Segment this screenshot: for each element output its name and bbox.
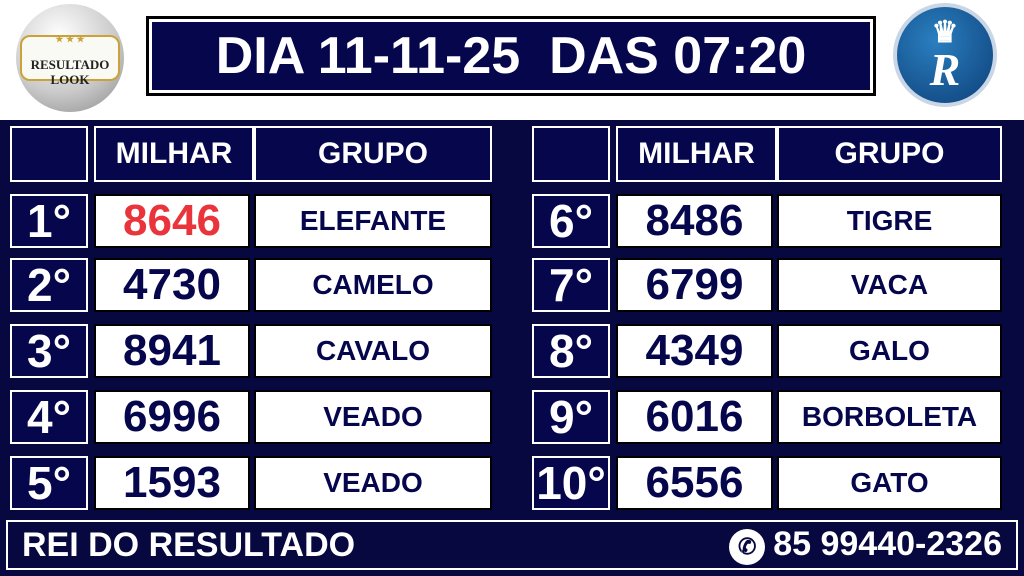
stars-icon: ★ ★ ★	[55, 34, 85, 44]
header-grupo: GRUPO	[254, 126, 492, 182]
title-text: DIA 11-11-25 DAS 07:20	[152, 22, 870, 90]
grupo-value: VEADO	[254, 456, 492, 510]
footer-brand: REI DO RESULTADO	[22, 525, 356, 564]
rank-label: 2°	[10, 258, 88, 312]
header-rank-blank	[10, 126, 88, 182]
header-grupo: GRUPO	[777, 126, 1002, 182]
logo-letter: R	[929, 44, 961, 95]
rank-label: 9°	[532, 390, 610, 444]
milhar-value: 6799	[616, 258, 773, 312]
header-milhar: MILHAR	[616, 126, 777, 182]
resultado-look-logo: RESULTADO LOOK ★ ★ ★	[16, 4, 124, 112]
milhar-value: 8941	[94, 324, 250, 378]
grupo-value: CAVALO	[254, 324, 492, 378]
grupo-value: VACA	[777, 258, 1002, 312]
grupo-value: ELEFANTE	[254, 194, 492, 248]
grupo-value: VEADO	[254, 390, 492, 444]
milhar-value: 1593	[94, 456, 250, 510]
rank-label: 7°	[532, 258, 610, 312]
milhar-value: 8646	[94, 194, 250, 248]
milhar-value: 6556	[616, 456, 773, 510]
rank-label: 5°	[10, 456, 88, 510]
header-rank-blank	[532, 126, 610, 182]
grupo-value: GALO	[777, 324, 1002, 378]
grupo-value: TIGRE	[777, 194, 1002, 248]
grupo-value: BORBOLETA	[777, 390, 1002, 444]
whatsapp-icon: ✆	[729, 528, 766, 565]
grupo-value: GATO	[777, 456, 1002, 510]
milhar-value: 4349	[616, 324, 773, 378]
rank-label: 1°	[10, 194, 88, 248]
rank-label: 3°	[10, 324, 88, 378]
milhar-value: 4730	[94, 258, 250, 312]
rei-logo: ♛ R	[893, 3, 997, 107]
rank-label: 8°	[532, 324, 610, 378]
grupo-value: CAMELO	[254, 258, 492, 312]
page-title: DIA 11-11-25 DAS 07:20	[146, 16, 876, 96]
header-milhar: MILHAR	[94, 126, 254, 182]
rank-label: 10°	[532, 456, 610, 510]
phone-number: 85 99440-2326	[773, 525, 1002, 564]
milhar-value: 8486	[616, 194, 773, 248]
rank-label: 4°	[10, 390, 88, 444]
milhar-value: 6996	[94, 390, 250, 444]
footer: REI DO RESULTADO ✆ 85 99440-2326	[6, 520, 1018, 570]
footer-phone: ✆ 85 99440-2326	[729, 525, 1002, 565]
logo-badge: RESULTADO LOOK	[20, 35, 120, 87]
milhar-value: 6016	[616, 390, 773, 444]
rank-label: 6°	[532, 194, 610, 248]
crown-icon: ♛	[931, 16, 959, 49]
